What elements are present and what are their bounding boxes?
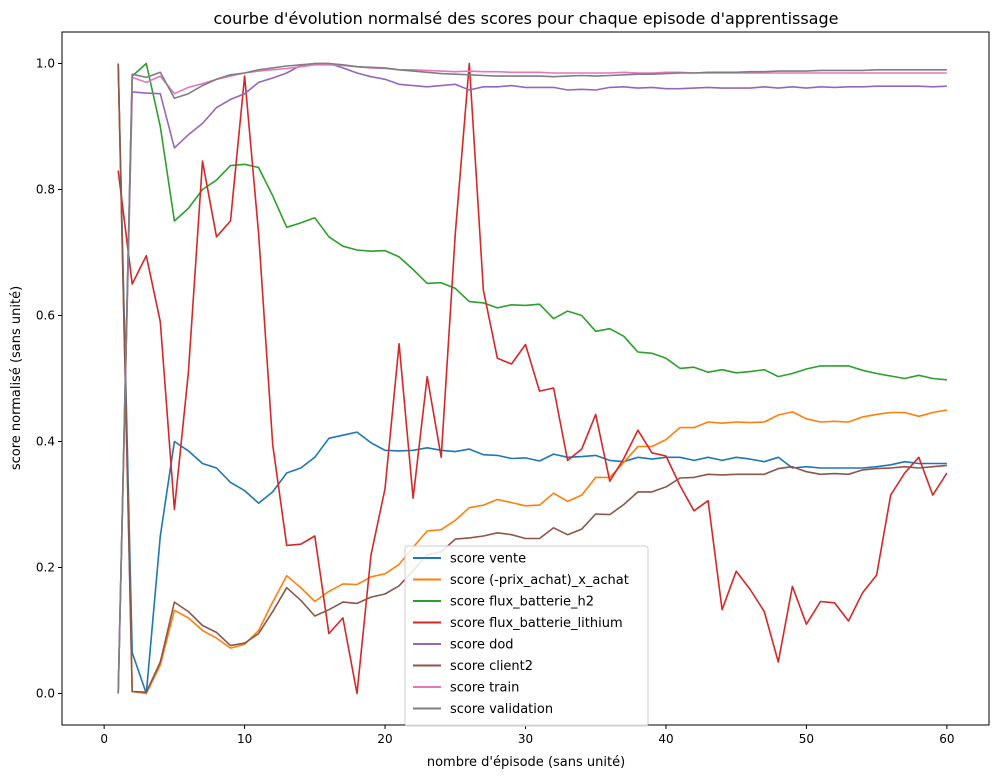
series-line-1 [117,63,948,695]
series-line-6 [117,64,947,694]
y-tick-label: 0.8 [36,183,55,197]
y-tick-label: 0.2 [36,561,55,575]
x-tick-label: 10 [237,732,252,746]
legend-label-0: score vente [450,552,526,567]
x-tick-label: 30 [518,732,533,746]
legend-label-3: score flux_batterie_lithium [450,616,623,631]
x-axis-label: nombre d'épisode (sans unité) [427,755,625,770]
legend-label-1: score (-prix_achat)_x_achat [450,573,629,588]
x-tick-label: 50 [799,732,814,746]
y-tick-label: 1.0 [36,57,55,71]
x-tick-label: 20 [377,732,392,746]
x-tick-label: 60 [939,732,954,746]
legend-label-4: score dod [450,638,514,653]
legend-label-5: score client2 [450,659,533,674]
series-line-0 [117,63,947,695]
legend-box [404,545,649,727]
y-tick-label: 0.6 [36,309,55,323]
legend-label-6: score train [450,681,519,696]
y-axis-label: score normalisé (sans unité) [9,286,24,470]
series-line-4 [117,62,947,694]
x-tick-label: 0 [100,732,108,746]
x-tick-label: 40 [658,732,673,746]
series-line-5 [117,63,947,694]
chart-title: courbe d'évolution normalsé des scores p… [214,9,839,28]
y-tick-label: 0.0 [36,687,55,701]
series-line-2 [117,62,947,694]
legend: score vente score (-prix_achat)_x_achatsc… [404,545,649,727]
series-layer [117,62,948,695]
series-line-7 [117,62,947,694]
series-line-3 [117,62,948,695]
legend-label-7: score validation [450,702,553,717]
legend-label-2: score flux_batterie_h2 [450,595,594,610]
tick-layer: 0 10 20 30 40 50 60 0.0 0.2 0.4 0.6 0.8 1.0 [36,57,955,747]
y-tick-label: 0.4 [36,435,55,449]
